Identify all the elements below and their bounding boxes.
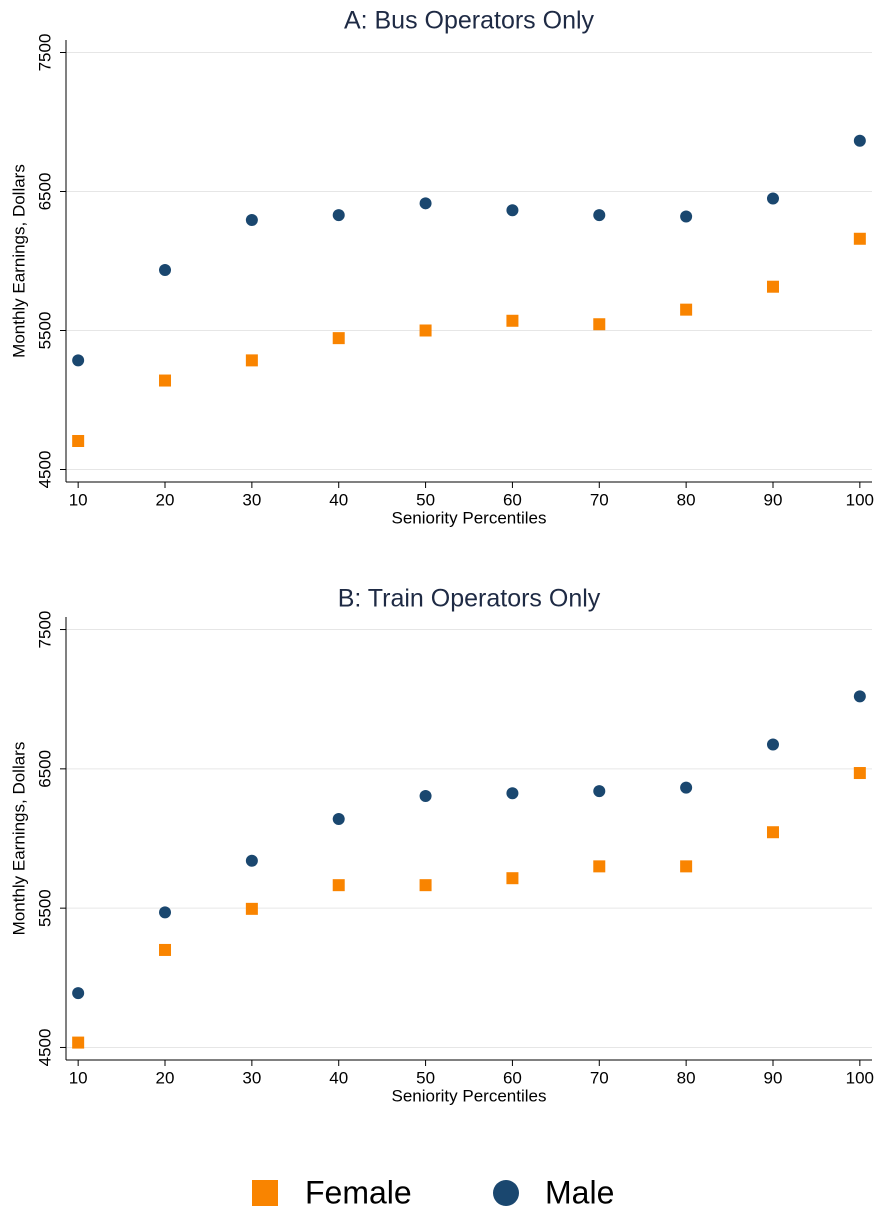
x-tick-label: 40 xyxy=(329,1068,348,1087)
point xyxy=(506,872,519,885)
point xyxy=(332,209,345,222)
point xyxy=(593,785,606,798)
x-tick-label: 50 xyxy=(416,490,435,509)
x-tick-label: 10 xyxy=(69,1068,88,1087)
chart-title: B: Train Operators Only xyxy=(338,585,601,613)
point xyxy=(245,902,258,915)
point xyxy=(245,213,258,226)
point xyxy=(766,738,779,751)
point xyxy=(506,204,519,217)
point xyxy=(593,860,606,873)
y-axis-label: Monthly Earnings, Dollars xyxy=(9,742,28,936)
point xyxy=(72,987,85,1000)
x-tick-label: 30 xyxy=(242,490,261,509)
point xyxy=(419,197,432,210)
legend-label: Female xyxy=(305,1174,412,1210)
x-tick-label: 80 xyxy=(677,1068,696,1087)
point xyxy=(593,318,606,331)
point xyxy=(332,332,345,345)
x-tick-label: 20 xyxy=(156,1068,175,1087)
point xyxy=(245,354,258,367)
x-tick-label: 50 xyxy=(416,1068,435,1087)
point xyxy=(159,943,172,956)
point xyxy=(766,826,779,839)
point xyxy=(680,210,693,223)
point xyxy=(245,854,258,867)
point xyxy=(593,209,606,222)
y-tick-label: 5500 xyxy=(35,889,54,927)
point xyxy=(853,690,866,703)
point xyxy=(680,860,693,873)
x-tick-label: 20 xyxy=(156,490,175,509)
point xyxy=(680,781,693,794)
x-tick-label: 100 xyxy=(846,1068,874,1087)
x-tick-label: 70 xyxy=(590,1068,609,1087)
point xyxy=(853,232,866,245)
point xyxy=(680,303,693,316)
point xyxy=(506,787,519,800)
point xyxy=(332,812,345,825)
y-tick-label: 4500 xyxy=(35,451,54,489)
x-tick-label: 10 xyxy=(69,490,88,509)
x-tick-label: 100 xyxy=(846,490,874,509)
legend-label: Male xyxy=(545,1174,614,1210)
point xyxy=(159,906,172,919)
x-axis-label: Seniority Percentiles xyxy=(392,1086,547,1105)
y-tick-label: 7500 xyxy=(35,34,54,72)
x-tick-label: 30 xyxy=(242,1068,261,1087)
x-tick-label: 60 xyxy=(503,1068,522,1087)
point xyxy=(332,879,345,892)
point xyxy=(506,314,519,327)
x-tick-label: 40 xyxy=(329,490,348,509)
x-tick-label: 90 xyxy=(764,490,783,509)
x-tick-label: 70 xyxy=(590,490,609,509)
y-tick-label: 7500 xyxy=(35,611,54,649)
y-tick-label: 4500 xyxy=(35,1029,54,1067)
point xyxy=(72,434,85,447)
x-tick-label: 80 xyxy=(677,490,696,509)
legend-marker xyxy=(493,1180,519,1206)
x-axis-label: Seniority Percentiles xyxy=(392,508,547,527)
chart-title: A: Bus Operators Only xyxy=(344,7,595,35)
point xyxy=(72,1036,85,1049)
point xyxy=(419,879,432,892)
point xyxy=(766,192,779,205)
point xyxy=(72,354,85,367)
y-tick-label: 6500 xyxy=(35,750,54,788)
x-tick-label: 90 xyxy=(764,1068,783,1087)
point xyxy=(159,264,172,277)
y-tick-label: 6500 xyxy=(35,173,54,211)
point xyxy=(159,374,172,387)
point xyxy=(766,280,779,293)
point xyxy=(419,324,432,337)
point xyxy=(853,134,866,147)
point xyxy=(419,790,432,803)
y-axis-label: Monthly Earnings, Dollars xyxy=(9,164,28,358)
point xyxy=(853,767,866,780)
y-tick-label: 5500 xyxy=(35,312,54,350)
x-tick-label: 60 xyxy=(503,490,522,509)
legend-marker xyxy=(252,1180,278,1206)
